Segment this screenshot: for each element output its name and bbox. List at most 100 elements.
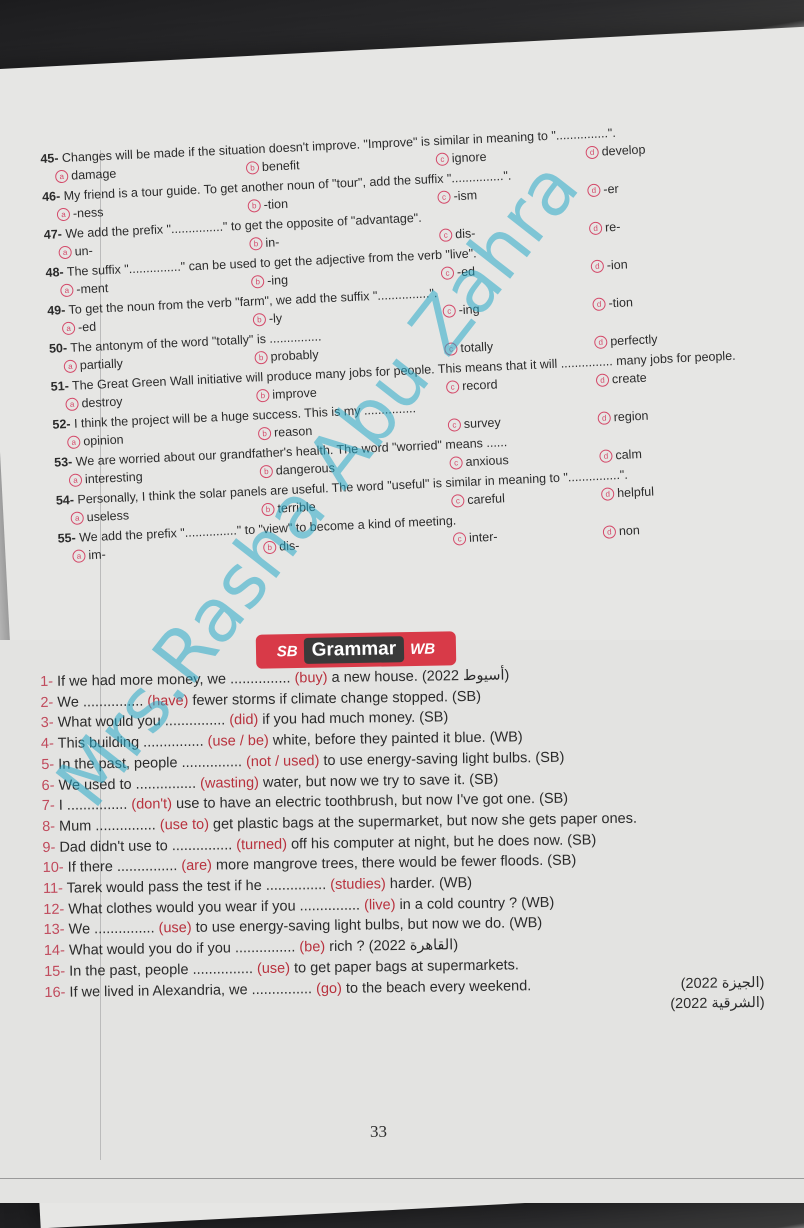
option-text: opinion (82, 432, 124, 449)
item-source: (SB) (451, 688, 482, 705)
item-after: to the beach every weekend. (341, 977, 532, 997)
item-verb: (be) (299, 939, 326, 956)
item-verb: (have) (147, 692, 189, 710)
option-letter-icon: a (70, 510, 85, 525)
option-d[interactable]: d non (602, 521, 640, 541)
option-letter-icon: c (445, 379, 460, 394)
option-text: -ment (76, 281, 109, 297)
item-before: What clothes would you wear if you .....… (68, 897, 361, 918)
option-letter-icon: a (65, 397, 79, 411)
item-after: to get paper bags at supermarkets. (289, 957, 520, 977)
option-letter-icon: b (247, 198, 262, 213)
option-letter-icon: d (600, 486, 615, 501)
option-letter-icon: d (595, 372, 610, 387)
option-letter-icon: d (588, 221, 603, 235)
option-text: dangerous (275, 460, 336, 478)
option-letter-icon: c (438, 227, 453, 242)
item-verb: (studies) (330, 876, 386, 893)
item-after: rich ? (325, 938, 365, 956)
item-verb: (buy) (294, 669, 328, 687)
question-number: 50- (48, 340, 68, 356)
option-text: calm (615, 447, 643, 463)
item-source: (2022 القاهرة) (368, 937, 459, 955)
option-letter-icon: c (452, 531, 467, 546)
item-before: In the past, people ............... (69, 960, 254, 980)
option-text: probably (270, 347, 319, 364)
option-text: careful (466, 491, 506, 507)
question-number: 55- (57, 530, 77, 546)
option-letter-icon: a (63, 359, 78, 373)
option-d[interactable]: d re- (588, 218, 621, 237)
question-number: 45- (40, 151, 59, 166)
option-text: totally (460, 339, 494, 356)
item-before: I ............... (58, 797, 128, 814)
option-text: damage (70, 166, 117, 183)
item-source: (2022 الجيزة) (680, 974, 765, 992)
option-letter-icon: b (249, 236, 263, 251)
item-after: get plastic bags at the supermarket, but… (208, 810, 638, 833)
question-number: 53- (53, 454, 73, 470)
option-letter-icon: b (250, 274, 265, 289)
option-text: -tion (263, 196, 289, 212)
item-source: (SB) (419, 709, 449, 727)
option-d[interactable]: d region (597, 407, 649, 427)
option-text: interesting (84, 469, 143, 487)
option-d[interactable]: d develop (585, 141, 646, 162)
item-number: 10- (42, 860, 64, 877)
option-letter-icon: a (68, 472, 83, 487)
option-letter-icon: b (254, 350, 268, 364)
option-text: record (461, 377, 498, 394)
item-verb: (use / be) (207, 732, 269, 750)
option-text: benefit (261, 158, 300, 174)
option-d[interactable]: d create (595, 369, 648, 389)
option-d[interactable]: d perfectly (593, 330, 658, 351)
option-text: re- (604, 219, 621, 235)
item-after: to use energy-saving light bulbs. (319, 749, 532, 769)
option-letter-icon: a (72, 548, 86, 563)
item-before: If there ............... (67, 858, 178, 876)
item-before: We ............... (57, 693, 144, 711)
option-text: im- (88, 547, 107, 563)
option-text: perfectly (609, 332, 658, 349)
item-verb: (turned) (236, 836, 288, 853)
option-letter-icon: b (257, 426, 272, 440)
option-text: dis- (454, 226, 476, 242)
option-text: -er (603, 181, 619, 197)
question-number: 52- (52, 416, 71, 432)
option-letter-icon: d (599, 448, 613, 463)
item-source: (2022 أسيوط) (421, 667, 510, 685)
item-before: If we had more money, we ............... (56, 670, 291, 690)
option-text: in- (265, 235, 280, 250)
item-source: (SB) (547, 852, 577, 870)
option-d[interactable]: d helpful (600, 483, 655, 503)
item-after: fewer storms if climate change stopped. (188, 689, 449, 709)
option-d[interactable]: d -ion (590, 255, 628, 275)
item-source: (SB) (538, 790, 569, 808)
option-letter-icon: a (60, 283, 74, 297)
item-verb: (are) (181, 857, 213, 875)
item-verb: (don't) (131, 796, 173, 813)
option-text: -ed (77, 319, 97, 335)
option-letter-icon: b (245, 160, 260, 175)
item-verb: (did) (229, 712, 259, 729)
item-after: water, but now we try to save it. (258, 771, 466, 791)
option-d[interactable]: d -tion (592, 293, 633, 313)
banner-wb: WB (410, 640, 436, 658)
option-d[interactable]: d calm (599, 445, 642, 465)
option-text: inter- (468, 529, 498, 545)
option-text: ignore (451, 149, 487, 166)
option-text: -tion (608, 295, 634, 311)
item-before: We ............... (68, 920, 155, 939)
option-d[interactable]: d -er (587, 180, 619, 199)
option-letter-icon: c (447, 417, 462, 432)
item-before: Mum ............... (58, 817, 156, 835)
grammar-banner: SB Grammar WB (255, 631, 457, 669)
option-text: -ion (606, 257, 628, 273)
option-letter-icon: c (440, 265, 455, 280)
option-letter-icon: d (590, 259, 605, 273)
item-number: 16- (44, 984, 66, 1001)
item-number: 14- (43, 942, 65, 960)
item-number: 7- (41, 798, 55, 815)
option-letter-icon: a (56, 207, 71, 221)
item-before: We used to ............... (58, 775, 197, 794)
